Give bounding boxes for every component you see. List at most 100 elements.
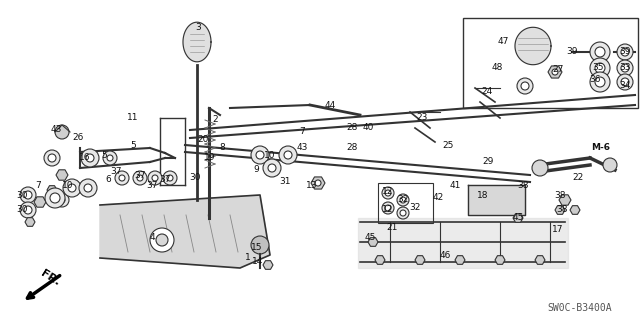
- Ellipse shape: [79, 179, 97, 197]
- Polygon shape: [100, 195, 270, 268]
- Text: 5: 5: [130, 140, 136, 150]
- Text: 19: 19: [204, 153, 216, 162]
- Text: 37: 37: [110, 167, 122, 176]
- Ellipse shape: [617, 44, 633, 60]
- Text: 48: 48: [492, 63, 502, 72]
- Ellipse shape: [590, 58, 610, 78]
- Ellipse shape: [517, 78, 533, 94]
- Polygon shape: [25, 218, 35, 226]
- Ellipse shape: [315, 180, 321, 186]
- Polygon shape: [495, 256, 505, 264]
- Ellipse shape: [385, 190, 391, 196]
- Ellipse shape: [521, 82, 529, 90]
- Ellipse shape: [251, 236, 269, 254]
- Polygon shape: [513, 214, 523, 222]
- Text: 12: 12: [382, 188, 394, 197]
- Text: 1: 1: [245, 254, 251, 263]
- Polygon shape: [535, 256, 545, 264]
- Text: 42: 42: [433, 194, 444, 203]
- Text: 13: 13: [307, 181, 317, 189]
- Ellipse shape: [268, 164, 276, 172]
- Text: FR.: FR.: [38, 268, 61, 288]
- Text: 8: 8: [219, 144, 225, 152]
- Text: 34: 34: [620, 80, 630, 90]
- Polygon shape: [358, 218, 568, 268]
- Ellipse shape: [103, 151, 117, 165]
- Text: 25: 25: [442, 140, 454, 150]
- Polygon shape: [183, 22, 211, 62]
- Ellipse shape: [382, 202, 394, 214]
- Ellipse shape: [107, 155, 113, 161]
- Polygon shape: [548, 66, 562, 78]
- Text: 20: 20: [197, 136, 209, 145]
- Ellipse shape: [133, 171, 147, 185]
- Text: 46: 46: [439, 250, 451, 259]
- Polygon shape: [47, 186, 57, 194]
- Ellipse shape: [24, 206, 32, 214]
- Ellipse shape: [156, 234, 168, 246]
- Text: 7: 7: [299, 128, 305, 137]
- Ellipse shape: [617, 74, 633, 90]
- Text: 37: 37: [134, 170, 146, 180]
- Text: 45: 45: [364, 234, 376, 242]
- Text: 45: 45: [512, 213, 524, 222]
- Ellipse shape: [595, 47, 605, 57]
- Text: 2: 2: [212, 115, 218, 124]
- Polygon shape: [570, 206, 580, 214]
- Ellipse shape: [284, 151, 292, 159]
- Text: 37: 37: [159, 175, 171, 184]
- Ellipse shape: [68, 184, 76, 192]
- Ellipse shape: [150, 228, 174, 252]
- Ellipse shape: [24, 191, 32, 199]
- Text: 32: 32: [410, 204, 420, 212]
- Polygon shape: [515, 27, 551, 65]
- Ellipse shape: [397, 194, 409, 206]
- Text: 4: 4: [149, 234, 155, 242]
- Text: 37: 37: [147, 181, 157, 189]
- Text: 6: 6: [105, 175, 111, 184]
- Text: 38: 38: [554, 190, 566, 199]
- Ellipse shape: [115, 171, 129, 185]
- Ellipse shape: [55, 193, 69, 207]
- Text: 27: 27: [552, 65, 564, 75]
- Text: 41: 41: [449, 181, 461, 189]
- Ellipse shape: [617, 60, 633, 76]
- Ellipse shape: [59, 197, 65, 203]
- Ellipse shape: [152, 175, 158, 181]
- Ellipse shape: [44, 150, 60, 166]
- Text: 10: 10: [264, 151, 276, 160]
- Text: SW0C-B3400A: SW0C-B3400A: [548, 303, 612, 313]
- Text: 11: 11: [127, 114, 139, 122]
- Polygon shape: [555, 206, 565, 214]
- Text: 39: 39: [566, 48, 578, 56]
- Text: 18: 18: [477, 190, 489, 199]
- Ellipse shape: [81, 149, 99, 167]
- Ellipse shape: [148, 171, 162, 185]
- Ellipse shape: [552, 69, 558, 75]
- Polygon shape: [559, 195, 571, 205]
- Ellipse shape: [400, 210, 406, 216]
- Text: 10: 10: [62, 181, 74, 189]
- Text: 47: 47: [497, 38, 509, 47]
- Polygon shape: [311, 177, 325, 189]
- Text: 9: 9: [253, 166, 259, 174]
- Bar: [378, 183, 433, 223]
- Text: 23: 23: [416, 114, 428, 122]
- Ellipse shape: [55, 125, 69, 139]
- Ellipse shape: [84, 184, 92, 192]
- Text: 5: 5: [101, 151, 107, 160]
- Ellipse shape: [86, 154, 94, 162]
- Polygon shape: [34, 197, 46, 207]
- Text: M-6: M-6: [591, 144, 611, 152]
- Ellipse shape: [279, 146, 297, 164]
- Ellipse shape: [595, 77, 605, 87]
- Ellipse shape: [621, 48, 629, 56]
- Text: 21: 21: [387, 224, 397, 233]
- Text: 30: 30: [16, 205, 28, 214]
- Text: 14: 14: [252, 257, 264, 266]
- Text: 33: 33: [620, 63, 631, 72]
- Text: 7: 7: [35, 181, 41, 189]
- Polygon shape: [455, 256, 465, 264]
- Text: 38: 38: [517, 181, 529, 189]
- Polygon shape: [415, 256, 425, 264]
